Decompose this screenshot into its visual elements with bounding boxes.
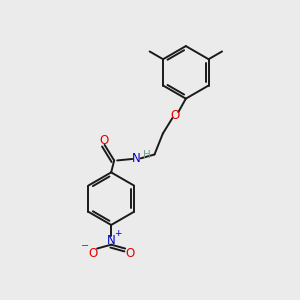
Text: +: + bbox=[114, 230, 122, 238]
Text: H: H bbox=[143, 150, 151, 161]
Text: N: N bbox=[107, 234, 116, 247]
Text: −: − bbox=[81, 241, 90, 251]
Text: O: O bbox=[99, 134, 109, 147]
Text: O: O bbox=[171, 109, 180, 122]
Text: N: N bbox=[132, 152, 141, 166]
Text: O: O bbox=[125, 247, 134, 260]
Text: O: O bbox=[88, 247, 97, 260]
